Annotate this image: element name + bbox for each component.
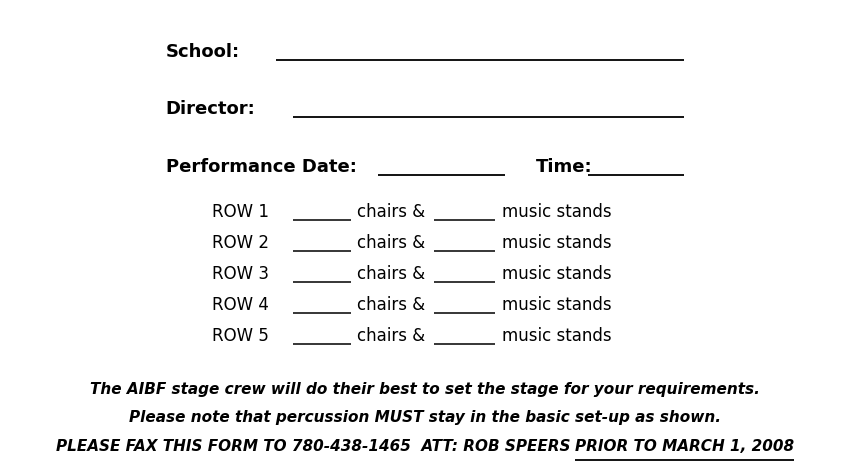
Text: music stands: music stands [502,234,611,251]
Text: Director:: Director: [166,100,256,118]
Text: PLEASE FAX THIS FORM TO 780-438-1465  ATT: ROB SPEERS: PLEASE FAX THIS FORM TO 780-438-1465 ATT… [0,475,1,476]
Text: PRIOR TO MARCH 1, 2008: PRIOR TO MARCH 1, 2008 [575,438,795,453]
Text: ROW 1: ROW 1 [212,203,269,220]
Text: chairs &: chairs & [357,296,425,313]
Text: PLEASE FAX THIS FORM TO 780-438-1465  ATT: ROB SPEERS: PLEASE FAX THIS FORM TO 780-438-1465 ATT… [55,438,575,453]
Text: ROW 4: ROW 4 [212,296,269,313]
Text: music stands: music stands [502,296,611,313]
Text: Please note that percussion MUST stay in the basic set-up as shown.: Please note that percussion MUST stay in… [129,409,721,424]
Text: ROW 2: ROW 2 [212,234,269,251]
Text: ROW 3: ROW 3 [212,265,269,282]
Text: ROW 5: ROW 5 [212,327,269,344]
Text: The AIBF stage crew will do their best to set the stage for your requirements.: The AIBF stage crew will do their best t… [90,381,760,396]
Text: School:: School: [166,43,240,61]
Text: chairs &: chairs & [357,234,425,251]
Text: chairs &: chairs & [357,265,425,282]
Text: PRIOR TO MARCH 1, 2008: PRIOR TO MARCH 1, 2008 [575,438,795,453]
Text: PLEASE FAX THIS FORM TO 780-438-1465  ATT: ROB SPEERS PRIOR TO MARCH 1, 2008: PLEASE FAX THIS FORM TO 780-438-1465 ATT… [0,475,1,476]
Text: music stands: music stands [502,203,611,220]
Text: Time:: Time: [536,158,592,175]
Text: music stands: music stands [502,265,611,282]
Text: music stands: music stands [502,327,611,344]
Text: Performance Date:: Performance Date: [166,158,357,175]
Text: chairs &: chairs & [357,203,425,220]
Text: chairs &: chairs & [357,327,425,344]
